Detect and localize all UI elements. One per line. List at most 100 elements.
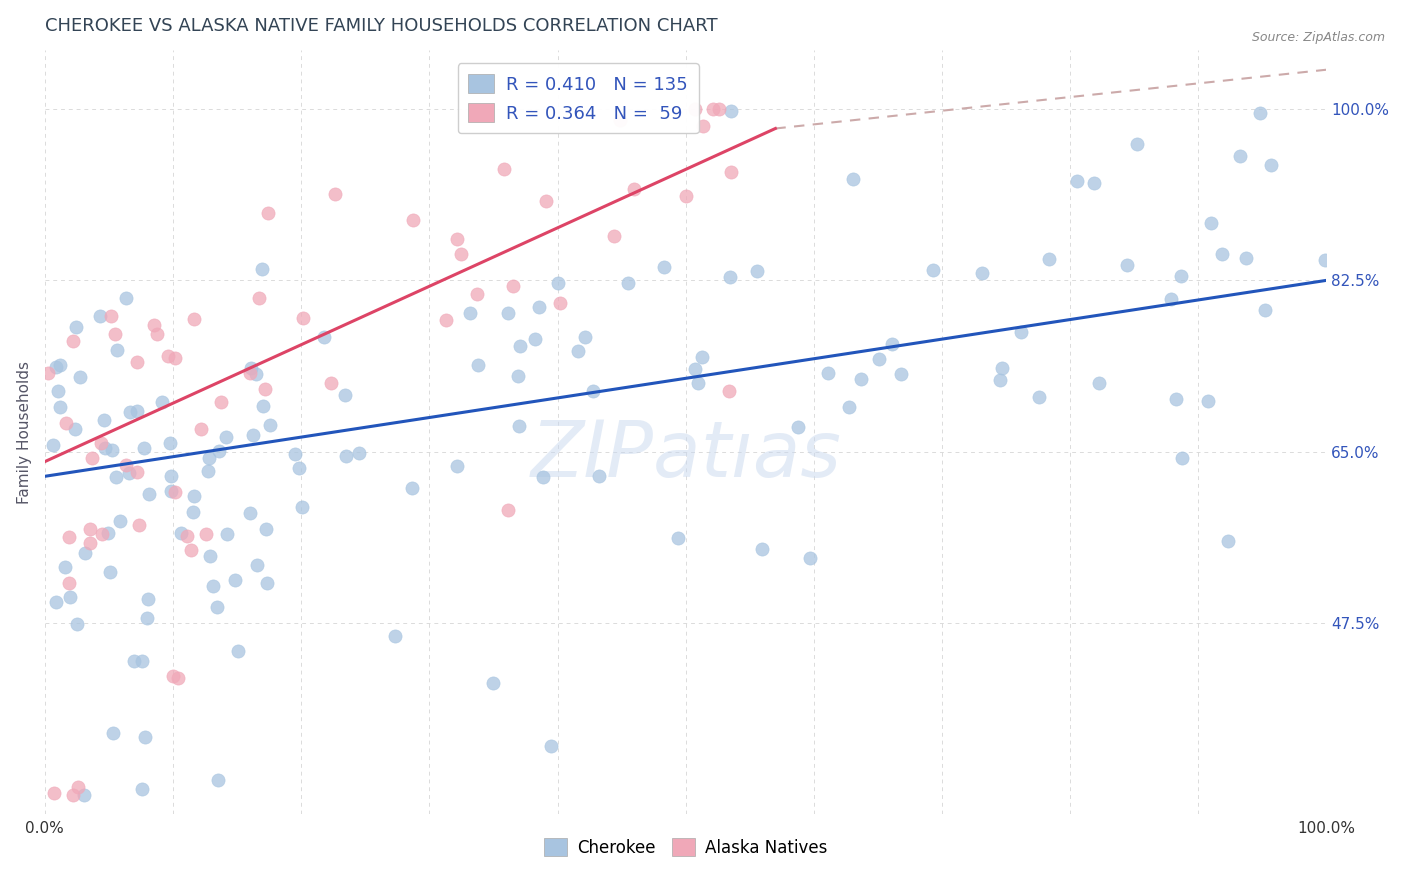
Point bbox=[458, 306, 481, 320]
Point bbox=[1083, 176, 1105, 190]
Point bbox=[312, 330, 335, 344]
Point bbox=[323, 187, 346, 202]
Point bbox=[127, 355, 149, 369]
Point bbox=[547, 276, 569, 290]
Point bbox=[37, 366, 59, 380]
Point bbox=[202, 579, 225, 593]
Point bbox=[496, 502, 519, 516]
Point bbox=[136, 610, 159, 624]
Point bbox=[401, 213, 423, 227]
Point bbox=[446, 232, 468, 246]
Point bbox=[127, 403, 149, 417]
Point bbox=[751, 541, 773, 556]
Point bbox=[319, 376, 342, 390]
Point bbox=[524, 332, 547, 346]
Point bbox=[446, 458, 468, 473]
Point bbox=[1115, 258, 1137, 272]
Point bbox=[122, 654, 145, 668]
Point bbox=[527, 300, 550, 314]
Point bbox=[496, 306, 519, 320]
Point bbox=[181, 505, 204, 519]
Point bbox=[136, 591, 159, 606]
Point bbox=[284, 447, 307, 461]
Point bbox=[292, 310, 315, 325]
Point bbox=[209, 394, 232, 409]
Point bbox=[128, 517, 150, 532]
Point bbox=[93, 413, 115, 427]
Point bbox=[333, 388, 356, 402]
Point bbox=[250, 261, 273, 276]
Point bbox=[574, 330, 596, 344]
Point bbox=[990, 373, 1012, 387]
Point bbox=[207, 772, 229, 787]
Point bbox=[450, 246, 472, 260]
Point bbox=[48, 400, 70, 414]
Point bbox=[508, 419, 530, 434]
Point bbox=[58, 575, 80, 590]
Point bbox=[1010, 325, 1032, 339]
Point bbox=[239, 506, 262, 520]
Point bbox=[254, 382, 277, 396]
Point bbox=[205, 599, 228, 614]
Point bbox=[335, 449, 357, 463]
Point bbox=[256, 206, 278, 220]
Point bbox=[104, 327, 127, 342]
Point bbox=[98, 565, 121, 579]
Point bbox=[53, 560, 76, 574]
Point bbox=[105, 470, 128, 484]
Point bbox=[623, 182, 645, 196]
Point bbox=[69, 370, 91, 384]
Point bbox=[482, 675, 505, 690]
Point bbox=[118, 405, 141, 419]
Point bbox=[921, 263, 943, 277]
Point bbox=[134, 730, 156, 744]
Point bbox=[718, 384, 741, 398]
Point bbox=[62, 788, 84, 802]
Point bbox=[502, 278, 524, 293]
Point bbox=[45, 595, 67, 609]
Point bbox=[159, 436, 181, 450]
Point bbox=[256, 575, 278, 590]
Point bbox=[55, 416, 77, 430]
Point bbox=[169, 526, 191, 541]
Point bbox=[162, 669, 184, 683]
Point bbox=[1170, 268, 1192, 283]
Point bbox=[582, 384, 605, 398]
Point bbox=[838, 400, 860, 414]
Point bbox=[165, 484, 187, 499]
Point bbox=[384, 629, 406, 643]
Point bbox=[787, 420, 810, 434]
Point bbox=[467, 359, 489, 373]
Point bbox=[1229, 149, 1251, 163]
Point bbox=[287, 460, 309, 475]
Point bbox=[97, 526, 120, 541]
Point bbox=[159, 468, 181, 483]
Point bbox=[101, 443, 124, 458]
Point bbox=[683, 102, 706, 116]
Point bbox=[224, 573, 246, 587]
Point bbox=[118, 466, 141, 480]
Point bbox=[617, 276, 640, 290]
Point bbox=[252, 399, 274, 413]
Point bbox=[567, 343, 589, 358]
Point bbox=[142, 318, 165, 332]
Point bbox=[972, 266, 994, 280]
Point bbox=[114, 458, 136, 472]
Point bbox=[247, 291, 270, 305]
Point bbox=[890, 367, 912, 381]
Point bbox=[720, 103, 742, 118]
Point bbox=[683, 361, 706, 376]
Point bbox=[1125, 137, 1147, 152]
Point bbox=[1164, 392, 1187, 406]
Point bbox=[62, 334, 84, 348]
Point bbox=[817, 366, 839, 380]
Point bbox=[75, 546, 97, 560]
Point bbox=[63, 422, 86, 436]
Point bbox=[100, 309, 122, 323]
Point bbox=[42, 786, 65, 800]
Point bbox=[349, 445, 371, 459]
Point bbox=[1211, 247, 1233, 261]
Point bbox=[1216, 533, 1239, 548]
Point bbox=[125, 465, 148, 479]
Point bbox=[80, 450, 103, 465]
